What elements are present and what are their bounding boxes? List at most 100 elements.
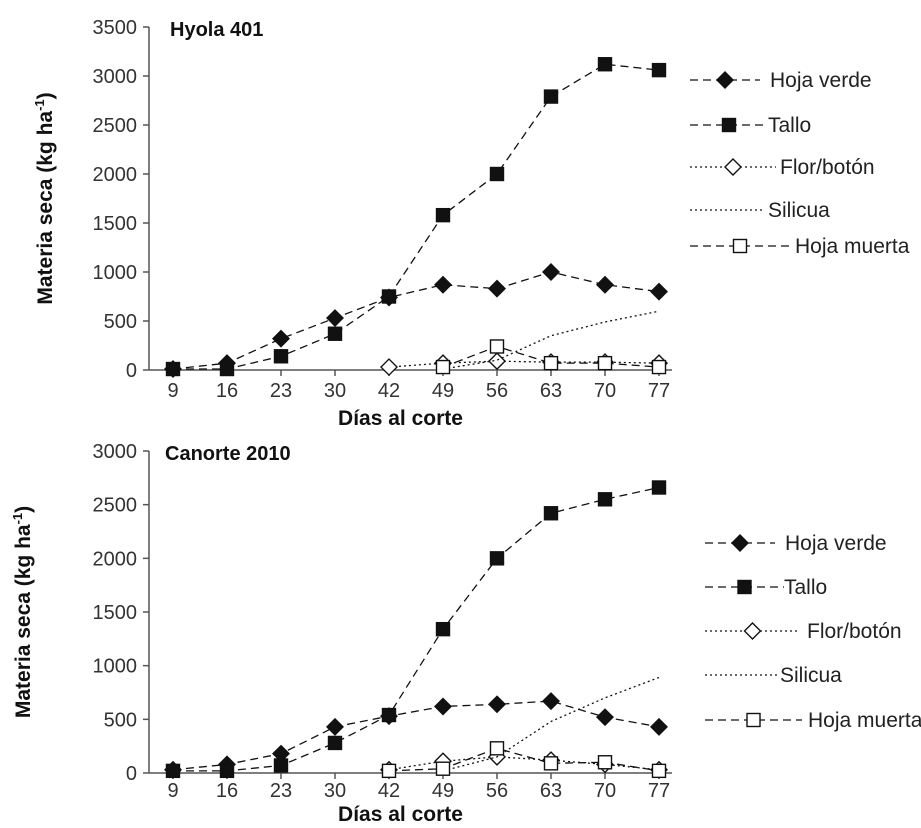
data-point [272,329,290,348]
legend-label: Hoja muerta [808,709,921,732]
legend-label: Hoja verde [770,69,872,92]
y-tick-label: 1500 [93,602,138,624]
x-tick-label: 9 [167,780,178,802]
legend-item: Silicua [690,199,830,222]
series-tallo [165,480,667,779]
series-tallo [165,57,667,377]
data-point [435,621,451,637]
data-point [434,697,452,716]
data-point [326,717,344,736]
y-tick-label: 2000 [93,548,138,570]
data-point [597,57,613,72]
data-point [489,741,505,756]
series-line [388,360,660,368]
legend-marker [746,712,761,728]
legend-item: Hoja verde [690,69,872,92]
chart-title: Hyola 401 [170,19,263,41]
series-hoja-verde [164,263,668,379]
y-tick-label: 2500 [93,115,138,137]
x-tick-label: 63 [540,780,562,802]
data-point [434,275,452,294]
legend-item: Tallo [690,114,811,137]
x-tick-label: 16 [216,780,238,802]
x-tick-label: 77 [648,380,670,402]
data-point [435,761,451,776]
chart-panel-2: 0 500 1000 1500 2000 2500 3000 9 16 23 30 42 49 56 63 7… [10,441,921,826]
series-line [442,676,660,772]
data-point [596,708,614,727]
x-tick-label: 23 [270,780,292,802]
legend-marker [737,579,752,595]
legend-marker [724,158,742,176]
legend-label: Tallo [768,114,811,137]
data-point [326,309,344,328]
y-tick-label: 0 [126,360,137,382]
y-tick-label: 1000 [93,656,138,678]
x-tick-label: 42 [378,380,400,402]
x-tick-label: 16 [216,380,238,402]
data-point [650,282,668,301]
data-point [543,89,559,104]
data-point [543,506,559,521]
x-tick-label: 70 [594,780,616,802]
legend-marker [721,117,737,133]
legend-item: Hoja muerta [690,235,910,258]
data-point [273,349,289,364]
data-point [435,359,451,375]
data-point [596,275,614,294]
legend-item: Hoja muerta [705,709,921,732]
series-hoja-muerta [435,339,667,375]
legend-label: Silicua [768,199,830,222]
data-point [380,358,398,377]
series-hoja-muerta [381,741,667,779]
x-tick-label: 70 [594,380,616,402]
data-point [651,763,667,779]
y-axis-label: Materia seca (kg ha-1) [10,506,35,718]
data-point [327,735,343,751]
series-line [173,63,660,370]
y-tick-label: 3500 [93,17,138,39]
legend-marker [716,71,734,89]
data-point [597,492,613,507]
data-point [488,279,506,298]
x-tick-label: 23 [270,380,292,402]
data-point [650,717,668,736]
series-hoja-verde [164,692,668,779]
legend-label: Silicua [780,664,842,687]
x-tick-label: 49 [432,380,454,402]
series-line [172,271,660,370]
data-point [273,758,289,773]
data-point [489,339,505,354]
data-point [651,62,667,78]
legend-item: Tallo [705,576,827,599]
data-point [219,763,235,779]
data-point [542,692,560,711]
y-tick-label: 1000 [93,262,138,284]
x-tick-label: 42 [378,780,400,802]
data-point [488,352,506,371]
data-point [219,361,235,377]
y-tick-label: 2500 [93,495,138,517]
y-tick-label: 2000 [93,164,138,186]
x-tick-label: 56 [486,380,508,402]
data-point [597,355,613,371]
y-tick-label: 500 [104,311,137,333]
data-point [543,355,559,371]
y-axis-label: Materia seca (kg ha-1) [32,92,57,304]
series-line [442,310,660,370]
series-line [388,756,660,771]
series-silicua [442,310,660,370]
x-axis-label: Días al corte [338,407,463,430]
data-point [381,763,397,779]
data-point [488,695,506,714]
data-point [651,359,667,375]
legend-label: Flor/botón [780,156,875,179]
legend-item: Silicua [705,664,842,687]
data-point [381,289,397,304]
data-point [435,207,451,223]
data-point [165,763,181,779]
y-tick-label: 3000 [93,441,138,463]
x-tick-label: 77 [648,780,670,802]
data-point [489,551,505,566]
